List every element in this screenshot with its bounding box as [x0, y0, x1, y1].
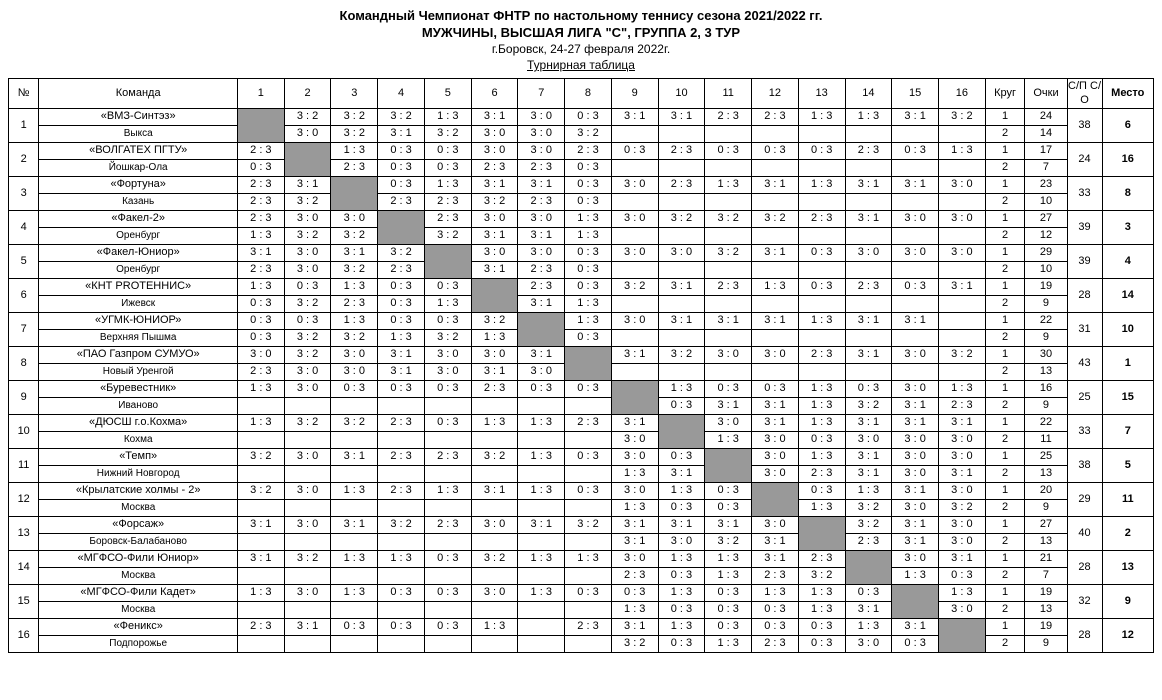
table-row: 7«УГМК-ЮНИОР»Верхняя Пышма0 : 30 : 30 : …: [9, 312, 1154, 346]
col-header: 8: [565, 79, 612, 109]
table-row: 8«ПАО Газпром СУМУО»Новый Уренгой3 : 02 …: [9, 346, 1154, 380]
col-header: 3: [331, 79, 378, 109]
col-header: №: [9, 79, 39, 109]
table-row: 16«Феникс»Подпорожье2 : 33 : 10 : 30 : 3…: [9, 618, 1154, 652]
col-header: Место: [1102, 79, 1153, 109]
table-row: 3«Фортуна»Казань2 : 32 : 33 : 13 : 20 : …: [9, 176, 1154, 210]
table-row: 6«КНТ PROТЕННИС»Ижевск1 : 30 : 30 : 33 :…: [9, 278, 1154, 312]
col-header: 11: [705, 79, 752, 109]
col-header: 5: [424, 79, 471, 109]
table-row: 2«ВОЛГАТЕХ ПГТУ»Йошкар-Ола2 : 30 : 31 : …: [9, 142, 1154, 176]
col-header: С/П С/О: [1067, 79, 1102, 109]
col-header: 12: [752, 79, 799, 109]
table-header-row: №Команда12345678910111213141516КругОчкиС…: [9, 79, 1154, 109]
col-header: 1: [237, 79, 284, 109]
table-row: 13«Форсаж»Боровск-Балабаново3 : 13 : 03 …: [9, 516, 1154, 550]
table-row: 15«МГФСО-Фили Кадет»Москва1 : 33 : 01 : …: [9, 584, 1154, 618]
col-header: 6: [471, 79, 518, 109]
table-row: 11«Темп»Нижний Новгород3 : 23 : 03 : 12 …: [9, 448, 1154, 482]
col-header: Команда: [39, 79, 238, 109]
title-line-1: Командный Чемпионат ФНТР по настольному …: [8, 8, 1154, 23]
title-line-2: МУЖЧИНЫ, ВЫСШАЯ ЛИГА "С", ГРУППА 2, 3 ТУ…: [8, 25, 1154, 40]
table-row: 5«Факел-Юниор»Оренбург3 : 12 : 33 : 03 :…: [9, 244, 1154, 278]
title-line-4: Турнирная таблица: [8, 58, 1154, 72]
table-row: 4«Факел-2»Оренбург2 : 31 : 33 : 03 : 23 …: [9, 210, 1154, 244]
col-header: 15: [892, 79, 939, 109]
col-header: 10: [658, 79, 705, 109]
page-header: Командный Чемпионат ФНТР по настольному …: [8, 8, 1154, 72]
title-line-3: г.Боровск, 24-27 февраля 2022г.: [8, 42, 1154, 56]
table-row: 9«Буревестник»Иваново1 : 33 : 00 : 30 : …: [9, 380, 1154, 414]
col-header: 13: [798, 79, 845, 109]
table-row: 10«ДЮСШ г.о.Кохма»Кохма1 : 33 : 23 : 22 …: [9, 414, 1154, 448]
col-header: Круг: [985, 79, 1025, 109]
col-header: 9: [611, 79, 658, 109]
table-row: 12«Крылатские холмы - 2»Москва3 : 23 : 0…: [9, 482, 1154, 516]
col-header: 2: [284, 79, 331, 109]
col-header: 16: [939, 79, 986, 109]
col-header: 7: [518, 79, 565, 109]
table-row: 1«ВМЗ-Синтэз»Выкса3 : 23 : 03 : 23 : 23 …: [9, 108, 1154, 142]
col-header: 4: [378, 79, 425, 109]
table-row: 14«МГФСО-Фили Юниор»Москва3 : 13 : 21 : …: [9, 550, 1154, 584]
standings-table: №Команда12345678910111213141516КругОчкиС…: [8, 78, 1154, 653]
col-header: 14: [845, 79, 892, 109]
col-header: Очки: [1025, 79, 1067, 109]
